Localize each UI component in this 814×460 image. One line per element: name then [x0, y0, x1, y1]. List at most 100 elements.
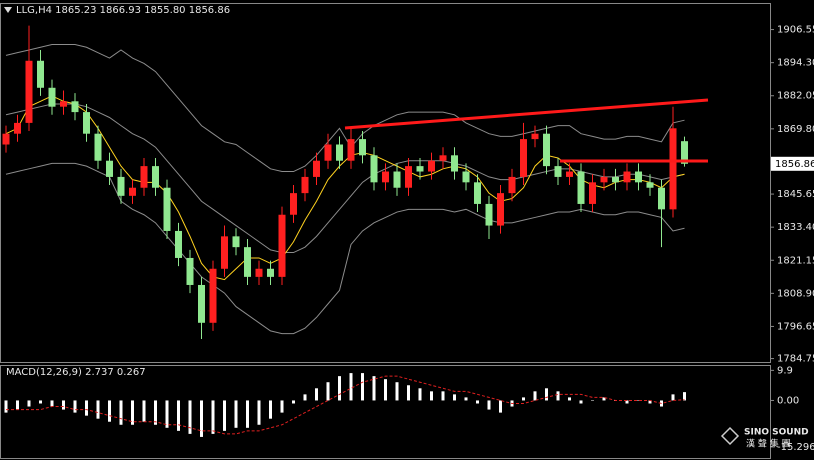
signal-line — [6, 375, 685, 435]
candle-body — [71, 101, 79, 113]
candle-body — [244, 247, 251, 277]
candle-body — [313, 160, 320, 177]
macd-bar — [568, 397, 571, 401]
candle-body — [221, 236, 228, 269]
candle-body — [485, 203, 493, 226]
macd-bar — [62, 400, 65, 410]
candle-body — [554, 166, 562, 177]
macd-bar — [476, 400, 479, 404]
macd-bar — [441, 391, 445, 401]
candle-body — [600, 176, 608, 183]
y-tick-label: 1821.15 — [777, 255, 814, 266]
candle-body — [129, 187, 136, 196]
macd-bar — [39, 400, 42, 404]
candle-body — [635, 171, 642, 183]
macd-bar — [602, 397, 606, 401]
macd-bar — [50, 400, 54, 407]
candle-body — [186, 257, 194, 285]
price-panel — [0, 3, 771, 363]
plot-area: 1906.55 1894.30 1882.05 1869.80 1845.65 1833.… — [2, 25, 814, 453]
macd-bar — [223, 400, 226, 431]
candle-body — [669, 128, 677, 210]
candle-body — [577, 171, 585, 204]
macd-bar — [119, 400, 123, 425]
y-tick-label: 1833.40 — [777, 222, 814, 233]
macd-bar — [303, 394, 307, 401]
macd-bar — [384, 379, 387, 401]
y-tick-label: 1845.65 — [777, 189, 814, 200]
candle-body — [60, 101, 67, 107]
macd-bar — [430, 391, 433, 401]
macd-bar — [338, 376, 341, 401]
macd-bar — [211, 400, 215, 434]
menu-icon[interactable] — [4, 7, 12, 13]
candle-body — [347, 139, 355, 161]
last-price-box — [771, 156, 814, 171]
macd-bar — [545, 388, 548, 401]
macd-bar — [292, 400, 295, 404]
macd-bar — [165, 400, 169, 428]
candle-body — [152, 166, 159, 188]
y-tick-label: 1808.90 — [777, 288, 814, 299]
candle-body — [140, 166, 148, 188]
candle-body — [324, 144, 332, 161]
candle-body — [209, 268, 217, 323]
macd-bar — [522, 397, 525, 401]
candle-body — [336, 144, 343, 161]
candle-body — [428, 160, 435, 172]
macd-bar — [315, 388, 318, 401]
macd-bar — [234, 400, 238, 428]
candle-body — [198, 284, 205, 323]
candle-body — [267, 268, 274, 277]
candle-body — [646, 182, 654, 188]
candle-body — [48, 87, 56, 107]
macd-bar — [257, 400, 261, 425]
macd-bar — [269, 400, 272, 419]
candle-body — [658, 187, 665, 210]
indicator-line — [5, 95, 685, 281]
macd-bar — [683, 392, 686, 401]
candle-body — [589, 182, 596, 204]
macd-bar — [487, 400, 491, 410]
macd-bar — [188, 400, 192, 434]
macd-bar — [464, 397, 468, 401]
y-tick-label: 1869.80 — [777, 124, 814, 135]
candle-body — [531, 133, 539, 140]
candle-body — [163, 187, 171, 231]
y-tick-label: -15.296 — [777, 442, 814, 453]
macd-bar — [648, 400, 652, 404]
candle-body — [106, 160, 113, 177]
candle-body — [393, 171, 401, 188]
macd-bar — [556, 391, 560, 401]
candle-body — [474, 182, 481, 204]
candle-body — [508, 176, 516, 194]
candle-body — [175, 230, 182, 258]
candle-body — [290, 193, 297, 215]
y-tick-label: 9.9 — [777, 365, 793, 376]
candle-body — [497, 193, 504, 226]
macd-bar — [499, 400, 502, 413]
indicator-line — [5, 162, 685, 335]
macd-bar — [579, 400, 583, 404]
candle-body — [2, 133, 10, 145]
macd-bar — [246, 400, 249, 428]
candle-body — [301, 176, 309, 194]
macd-title: MACD(12,26,9) 2.737 0.267 — [6, 367, 146, 378]
macd-bar — [407, 385, 410, 401]
macd-bar — [96, 400, 100, 419]
candle-body — [94, 133, 102, 161]
candle-body — [462, 171, 470, 183]
trend-line[interactable] — [344, 98, 709, 130]
y-tick-label: 1882.05 — [777, 91, 814, 102]
macd-bar — [361, 373, 364, 401]
macd-bar — [200, 400, 203, 437]
macd-bar — [131, 400, 134, 425]
candle-body — [117, 176, 125, 196]
macd-bar — [625, 400, 629, 404]
macd-bar — [395, 382, 399, 401]
macd-bar — [16, 400, 19, 410]
y-tick-label: 1784.75 — [777, 354, 814, 365]
macd-bar — [177, 400, 180, 431]
candle-body — [37, 60, 44, 88]
candle-body — [623, 171, 631, 183]
